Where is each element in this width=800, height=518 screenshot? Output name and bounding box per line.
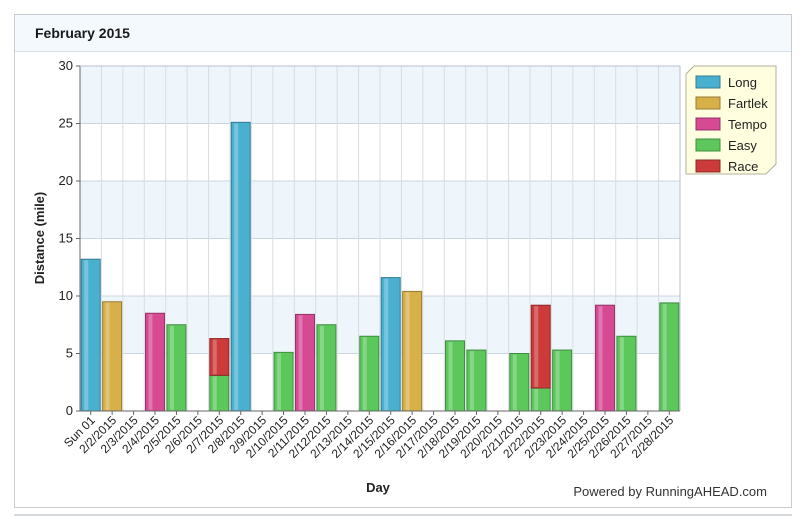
x-tick-labels: Sun 012/2/20152/3/20152/4/20152/5/20152/… — [61, 411, 677, 461]
y-tick-label: 5 — [66, 346, 73, 361]
bar-highlight — [169, 325, 174, 410]
bar-fartlek — [402, 290, 423, 412]
bar-highlight — [534, 306, 539, 387]
y-tick-label: 25 — [59, 116, 73, 131]
legend-swatch-long — [695, 75, 721, 89]
legend: Long Fartlek Tempo Easy Race — [685, 65, 777, 175]
bar-highlight — [298, 315, 303, 410]
x-axis-title: Day — [366, 480, 391, 495]
y-tick-label: 0 — [66, 403, 73, 418]
bar-long — [380, 277, 401, 412]
bar-highlight — [555, 351, 560, 410]
panel-title: February 2015 — [35, 25, 130, 41]
legend-swatch-race — [695, 159, 721, 173]
bar-easy — [509, 353, 530, 412]
bar-easy — [209, 374, 230, 412]
credit-text: Powered by RunningAHEAD.com — [573, 484, 767, 499]
bar-highlight — [384, 278, 389, 410]
bar-easy — [359, 335, 380, 412]
bar-long — [80, 258, 101, 412]
bar-highlight — [469, 351, 474, 410]
bar-race — [209, 338, 230, 376]
bar-highlight — [212, 339, 217, 375]
legend-label-tempo: Tempo — [728, 117, 767, 132]
legend-swatch-easy — [695, 138, 721, 152]
bar-highlight — [662, 303, 667, 410]
bar-long — [230, 121, 251, 412]
y-tick-label: 20 — [59, 173, 73, 188]
bar-highlight — [84, 260, 89, 410]
bar-fartlek — [102, 301, 123, 412]
bar-easy — [659, 302, 680, 412]
bar-highlight — [362, 337, 367, 410]
y-tick-label: 30 — [59, 58, 73, 73]
legend-swatch-tempo — [695, 117, 721, 131]
bar-easy — [616, 335, 637, 412]
bar-highlight — [234, 123, 239, 410]
legend-label-fartlek: Fartlek — [728, 96, 768, 111]
bar-easy — [552, 349, 573, 412]
bar-highlight — [212, 376, 217, 410]
legend-label-easy: Easy — [728, 138, 757, 153]
bars — [80, 121, 680, 412]
bar-easy — [166, 324, 187, 412]
bar-easy — [445, 340, 465, 412]
bar-highlight — [148, 314, 153, 410]
bar-highlight — [277, 353, 282, 410]
y-axis-title: Distance (mile) — [32, 192, 47, 284]
bar-highlight — [319, 325, 324, 410]
bar-highlight — [105, 302, 110, 410]
y-tick-labels: 0 5 10 15 20 25 30 — [59, 58, 80, 418]
legend-label-long: Long — [728, 75, 757, 90]
legend-swatch-fartlek — [695, 96, 721, 110]
legend-label-race: Race — [728, 159, 758, 174]
bar-highlight — [405, 292, 410, 410]
bar-highlight — [534, 389, 539, 410]
bar-race — [530, 304, 551, 389]
bar-tempo — [145, 312, 165, 412]
bar-highlight — [512, 354, 517, 410]
bar-tempo — [595, 304, 615, 412]
bar-easy — [466, 349, 487, 412]
bar-highlight — [598, 306, 603, 410]
bar-easy — [273, 351, 294, 412]
bar-highlight — [448, 341, 453, 410]
panel-header: February 2015 — [15, 15, 791, 52]
y-tick-label: 10 — [59, 288, 73, 303]
bar-easy — [530, 387, 551, 412]
bar-easy — [316, 324, 337, 412]
y-tick-label: 15 — [59, 231, 73, 246]
bar-highlight — [619, 337, 624, 410]
panel-divider — [14, 514, 792, 516]
bar-tempo — [295, 313, 315, 412]
